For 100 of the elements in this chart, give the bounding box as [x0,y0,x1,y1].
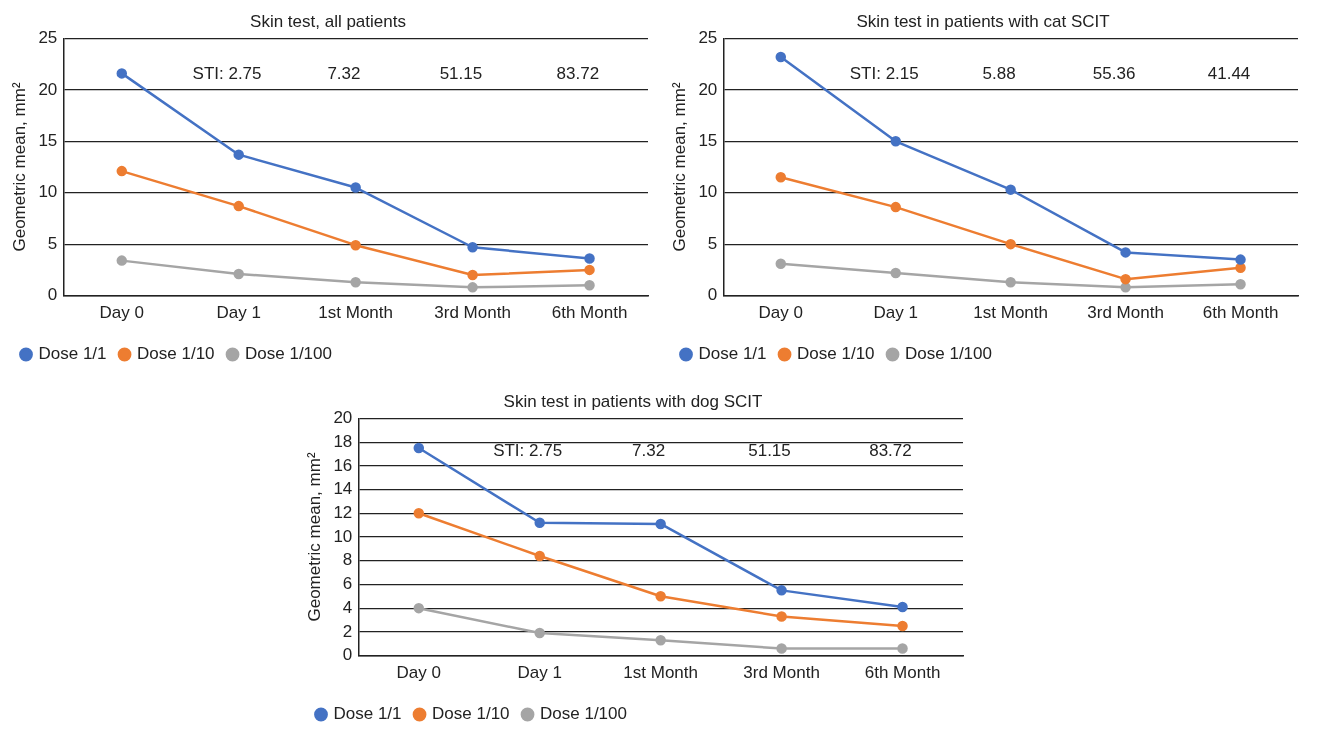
y-tick-label: 0 [47,285,58,305]
y-tick-label: 20 [698,79,718,99]
point [890,267,901,279]
legend-label: Dose 1/1 [333,704,402,724]
y-tick-label: 25 [38,28,58,48]
point [775,51,787,63]
point [534,550,545,562]
y-tick-label: 18 [333,431,353,451]
point [350,239,361,251]
point [776,585,787,596]
y-tick-label: 2 [342,621,353,641]
x-tick-label: Day 0 [99,303,144,323]
y-tick-label: 25 [698,28,718,48]
legend-label: Dose 1/10 [137,344,215,364]
point [1005,276,1016,288]
legend-label: Dose 1/1 [38,344,107,364]
x-tick-label: Day 0 [396,663,441,683]
point [775,258,787,269]
point [655,518,666,530]
legend-label: Dose 1/10 [797,344,875,364]
point [1120,282,1131,293]
point [1235,262,1246,274]
point [350,182,361,193]
x-tick-label: Day 1 [517,663,562,683]
point [413,508,425,519]
x-tick-label: 1st Month [623,663,698,683]
y-tick-label: 6 [342,574,353,594]
x-tick-label: 1st Month [973,303,1048,323]
point [467,282,478,293]
point [890,136,901,147]
y-tick-label: 10 [38,182,58,202]
point [1005,184,1016,195]
annotation: 7.32 [632,441,666,461]
y-tick-label: 0 [707,285,718,305]
point [775,172,787,183]
x-tick-label: 1st Month [318,303,393,323]
y-axis-title: Geometric mean, mm² [9,82,29,252]
y-tick-label: 0 [342,645,353,665]
x-tick-label: 6th Month [864,663,941,683]
point [413,602,425,614]
x-tick-label: Day 1 [873,303,918,323]
y-tick-label: 12 [333,502,353,522]
point [467,242,478,253]
y-tick-label: 16 [333,455,353,475]
point [233,268,244,280]
y-tick-label: 10 [333,526,353,546]
point [116,68,128,79]
point [584,280,595,291]
chart-title: Skin test, all patients [250,11,406,31]
annotation: 83.72 [556,64,600,84]
annotation: 7.32 [327,64,361,84]
legend-label: Dose 1/100 [245,344,332,364]
point [655,634,666,646]
point [534,517,545,529]
y-tick-label: 4 [342,597,353,617]
x-tick-label: 3rd Month [1087,303,1164,323]
y-tick-label: 15 [698,130,718,150]
point [233,149,244,160]
y-tick-label: 8 [342,550,353,570]
chart-title: Skin test in patients with dog SCIT [503,391,763,411]
point [116,255,128,266]
point [897,601,908,613]
y-tick-label: 20 [333,408,353,428]
point [584,264,595,276]
y-tick-label: 15 [38,130,58,150]
y-tick-label: 14 [333,479,353,499]
y-tick-label: 20 [38,79,58,99]
annotation: 41.44 [1207,64,1251,84]
point [233,200,244,212]
point [897,643,908,654]
point [467,269,478,281]
annotation: STI: 2.75 [192,64,262,84]
point [1235,279,1246,290]
legend-label: Dose 1/100 [540,704,627,724]
x-tick-label: Day 0 [758,303,803,323]
x-tick-label: Day 1 [216,303,261,323]
annotation: 5.88 [982,64,1016,84]
annotation: STI: 2.75 [493,441,563,461]
point [776,611,787,622]
point [655,591,666,602]
point [584,253,595,264]
point [890,201,901,213]
y-axis-title: Geometric mean, mm² [304,452,324,622]
point [897,620,908,632]
chart-title: Skin test in patients with cat SCIT [856,11,1110,31]
x-tick-label: 3rd Month [743,663,820,683]
annotation: 51.15 [439,64,483,84]
point [1120,247,1131,258]
legend-label: Dose 1/100 [905,344,992,364]
y-tick-label: 5 [707,233,718,253]
y-tick-label: 5 [47,233,58,253]
annotation: 55.36 [1092,64,1136,84]
annotation: STI: 2.15 [849,64,919,84]
y-axis-title: Geometric mean, mm² [669,82,689,252]
y-tick-label: 10 [698,182,718,202]
annotation: 83.72 [869,441,912,461]
point [413,442,425,454]
legend-label: Dose 1/1 [698,344,767,364]
point [1120,273,1131,285]
x-tick-label: 6th Month [551,303,628,323]
